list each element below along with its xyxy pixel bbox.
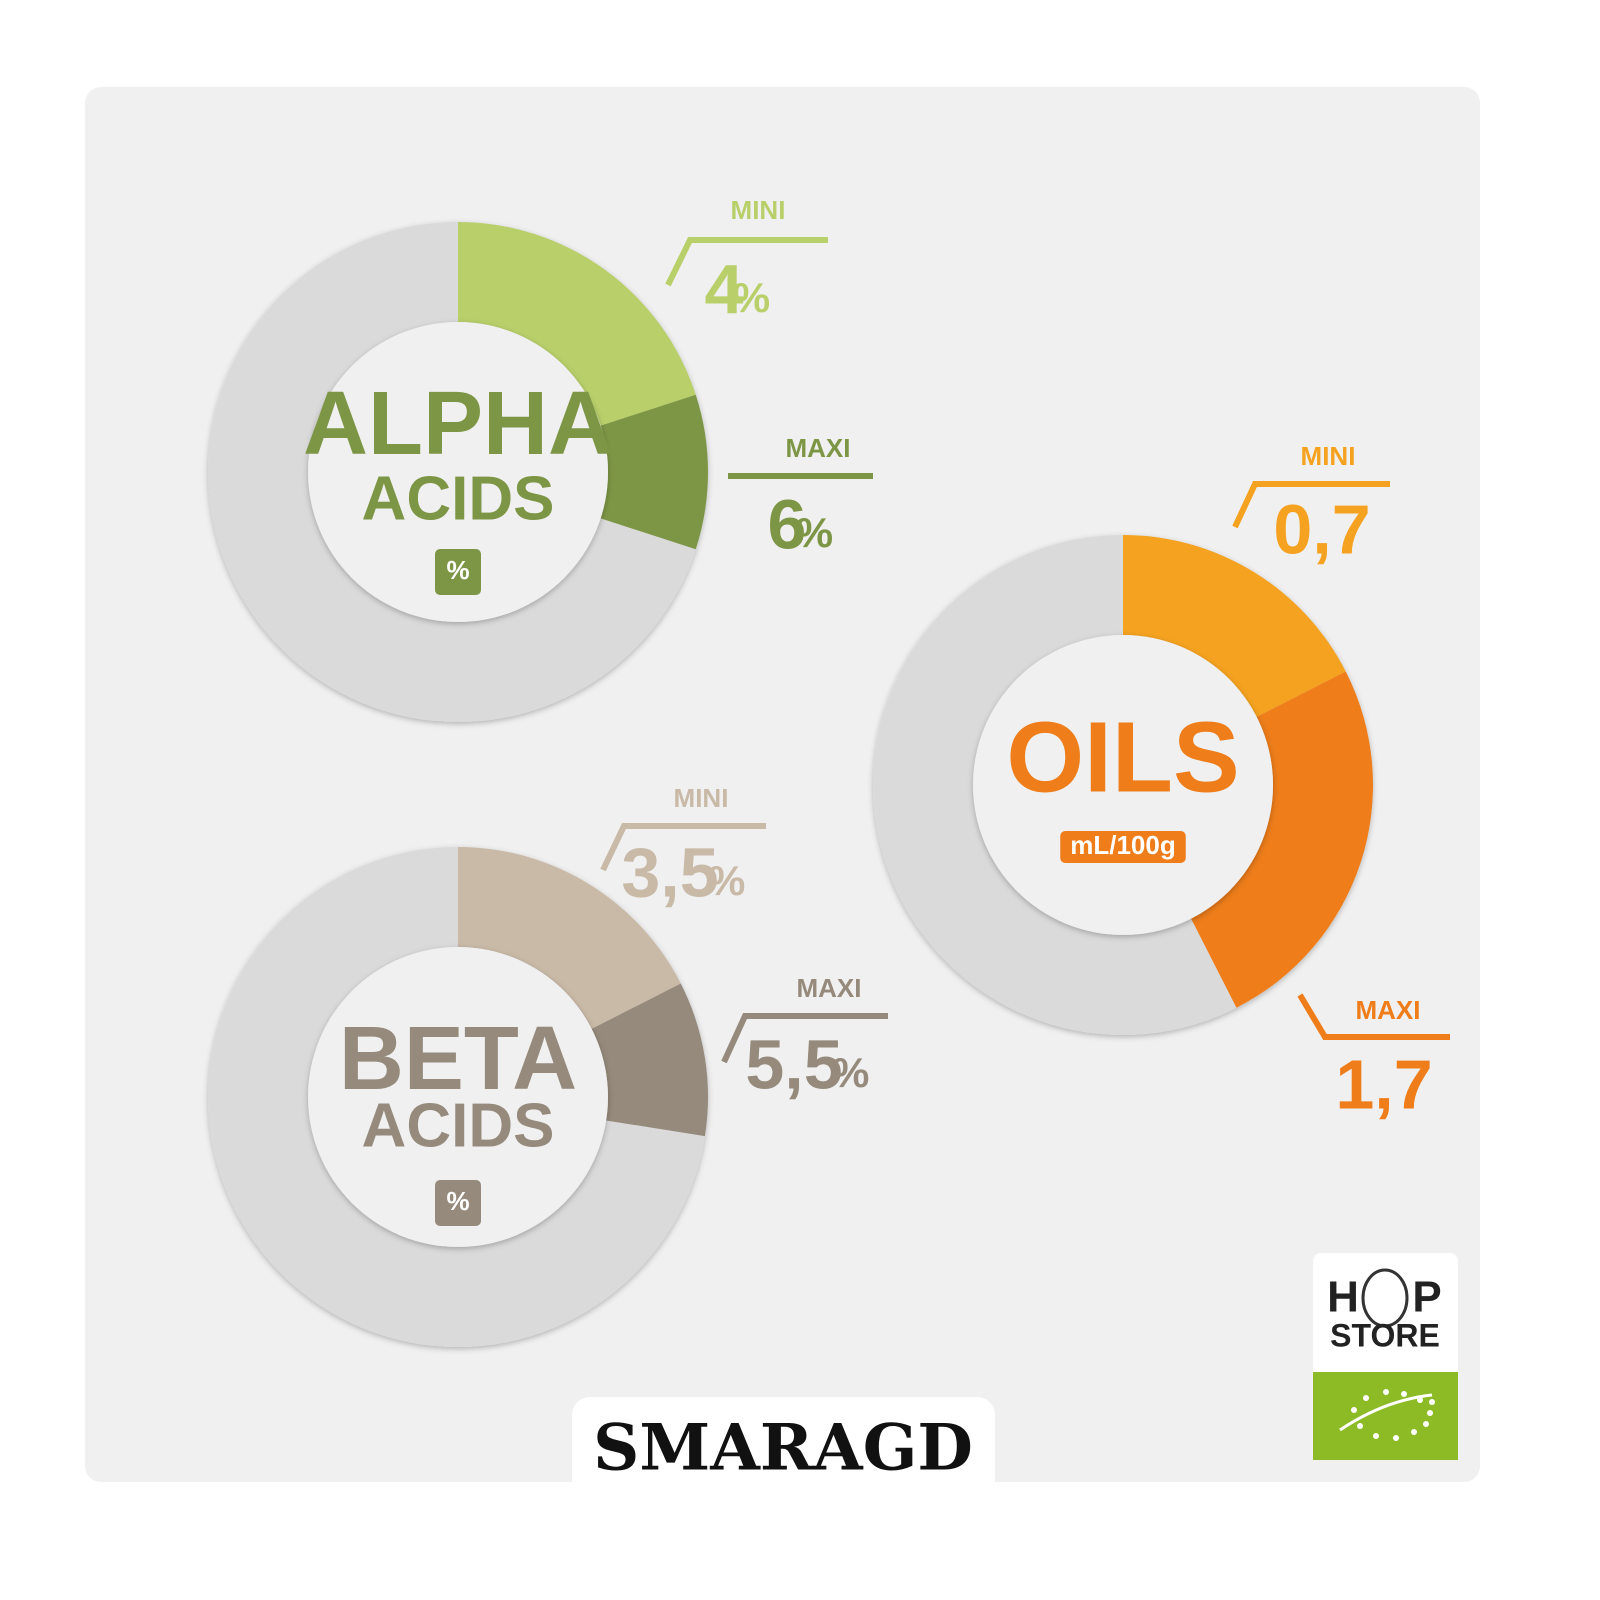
- name-tab: [572, 1397, 995, 1507]
- donut-title: OILS: [1006, 701, 1239, 813]
- value-unit: %: [796, 509, 833, 556]
- value-unit: %: [832, 1049, 869, 1096]
- hop-cone: [1361, 1268, 1409, 1328]
- range-label: MINI: [731, 195, 786, 225]
- logo-text: H: [1327, 1273, 1359, 1322]
- donut-subtitle: ACIDS: [362, 1091, 555, 1160]
- logo-text: STORE: [1330, 1317, 1440, 1353]
- donut-segment: [591, 983, 708, 1137]
- value-label: 5,5: [745, 1025, 842, 1103]
- range-label: MAXI: [797, 973, 862, 1003]
- value-label: 3,5: [621, 833, 718, 911]
- unit-box: [435, 549, 481, 595]
- label-leader: [1232, 481, 1390, 529]
- value-label: 1,7: [1335, 1045, 1432, 1123]
- leaf-line: [1339, 1393, 1433, 1432]
- unit-label: %: [446, 1186, 469, 1216]
- unit-box: [1060, 831, 1186, 863]
- label-leader: [721, 1013, 888, 1064]
- range-label: MINI: [674, 783, 729, 813]
- value-label: 6: [768, 485, 807, 563]
- donut-hole: [308, 322, 608, 622]
- donut-chart: OILS mL/100g MINI 0,7 MAXI 1,7: [873, 441, 1450, 1123]
- range-label: MAXI: [786, 433, 851, 463]
- product-name: SMARAGD: [593, 1411, 973, 1486]
- donut-segment: [1123, 535, 1346, 717]
- unit-label: mL/100g: [1070, 830, 1176, 860]
- donut-subtitle: ACIDS: [362, 464, 555, 533]
- value-unit: %: [733, 274, 770, 321]
- value-label: 0,7: [1273, 490, 1370, 568]
- donut-title: BETA: [339, 1009, 577, 1109]
- donut-title: ALPHA: [303, 374, 613, 474]
- range-label: MAXI: [1356, 995, 1421, 1025]
- donut-segment: [1191, 671, 1373, 1008]
- range-label: MINI: [1301, 441, 1356, 471]
- donut-hole: [973, 635, 1273, 935]
- charts: ALPHAACIDS%MINI4%MAXI6%OILSmL/100gMINI0,…: [208, 195, 1450, 1347]
- logo: H P STORE: [1313, 1253, 1458, 1460]
- label-leader: [1297, 993, 1450, 1040]
- stars: [1351, 1389, 1435, 1441]
- unit-label: %: [446, 555, 469, 585]
- label-leader: [600, 823, 766, 872]
- eu-organic: [1313, 1372, 1458, 1460]
- unit-box: [435, 1180, 481, 1226]
- label-leader: [665, 237, 828, 287]
- donut-segment: [458, 222, 696, 426]
- donut-segment: [600, 394, 708, 550]
- donut-hole: [308, 947, 608, 1247]
- value-unit: %: [708, 857, 745, 904]
- donut-segment: [458, 847, 681, 1029]
- logo-text: P: [1412, 1273, 1441, 1322]
- value-label: 4: [705, 250, 744, 328]
